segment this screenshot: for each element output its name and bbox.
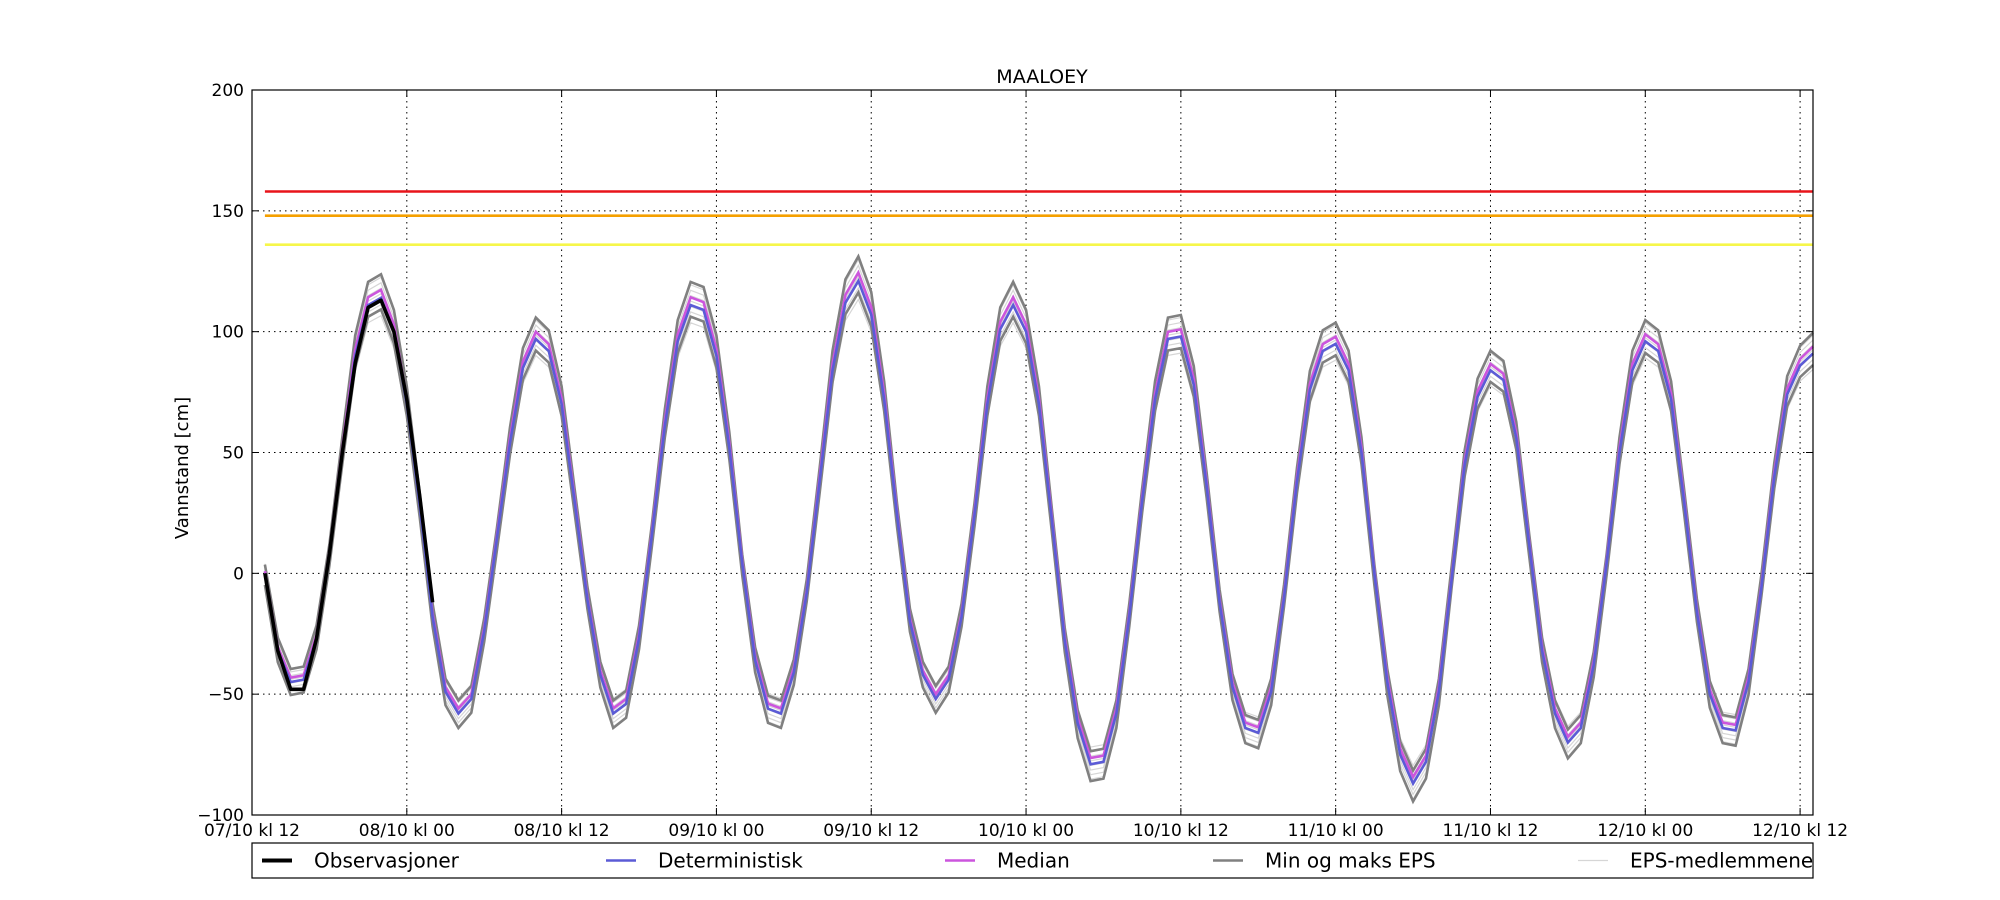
x-tick-label-10: 12/10 kl 12 — [1752, 821, 1848, 841]
deterministic-line — [263, 277, 1814, 787]
legend-label-2: Median — [997, 849, 1070, 873]
x-tick-label-0: 07/10 kl 12 — [204, 821, 300, 841]
observations-line — [263, 298, 435, 692]
grid — [251, 89, 1813, 816]
legend-label-1: Deterministisk — [658, 849, 803, 873]
chart-title: MAALOEY — [996, 66, 1088, 88]
legend: Observasjoner Deterministisk Median Min og … — [251, 842, 1814, 879]
x-axis-ticks: 07/10 kl 12 08/10 kl 00 08/10 kl 12 09/10 k… — [204, 90, 1848, 841]
y-tick-label-6: 200 — [212, 81, 244, 101]
x-tick-label-3: 09/10 kl 00 — [668, 821, 764, 841]
main-series — [263, 269, 1814, 787]
legend-label-0: Observasjoner — [314, 849, 460, 873]
x-tick-label-5: 10/10 kl 00 — [978, 821, 1074, 841]
y-tick-label-3: 50 — [222, 444, 244, 464]
median-line — [263, 269, 1814, 780]
x-tick-label-6: 10/10 kl 12 — [1133, 821, 1229, 841]
x-tick-label-2: 08/10 kl 12 — [514, 821, 610, 841]
x-tick-label-9: 12/10 kl 00 — [1597, 821, 1693, 841]
legend-label-3: Min og maks EPS — [1265, 849, 1436, 873]
legend-frame — [251, 842, 1814, 879]
x-tick-label-8: 11/10 kl 12 — [1442, 821, 1538, 841]
x-tick-label-4: 09/10 kl 12 — [823, 821, 919, 841]
threshold-lines — [264, 190, 1813, 246]
y-tick-label-2: 0 — [233, 564, 244, 584]
legend-label-4: EPS-medlemmene — [1630, 849, 1813, 873]
eps-max-line — [263, 253, 1814, 774]
y-tick-label-4: 100 — [212, 323, 244, 343]
y-tick-label-0: −100 — [197, 806, 244, 826]
eps-member-line-7 — [264, 258, 1814, 767]
y-axis-title: Vannstand [cm] — [172, 397, 193, 539]
y-axis-ticks: −100 −50 0 50 100 150 200 — [197, 81, 1813, 826]
x-tick-label-1: 08/10 kl 00 — [359, 821, 455, 841]
y-tick-label-1: −50 — [208, 685, 244, 705]
x-tick-label-7: 11/10 kl 00 — [1288, 821, 1384, 841]
y-tick-label-5: 150 — [212, 202, 244, 222]
